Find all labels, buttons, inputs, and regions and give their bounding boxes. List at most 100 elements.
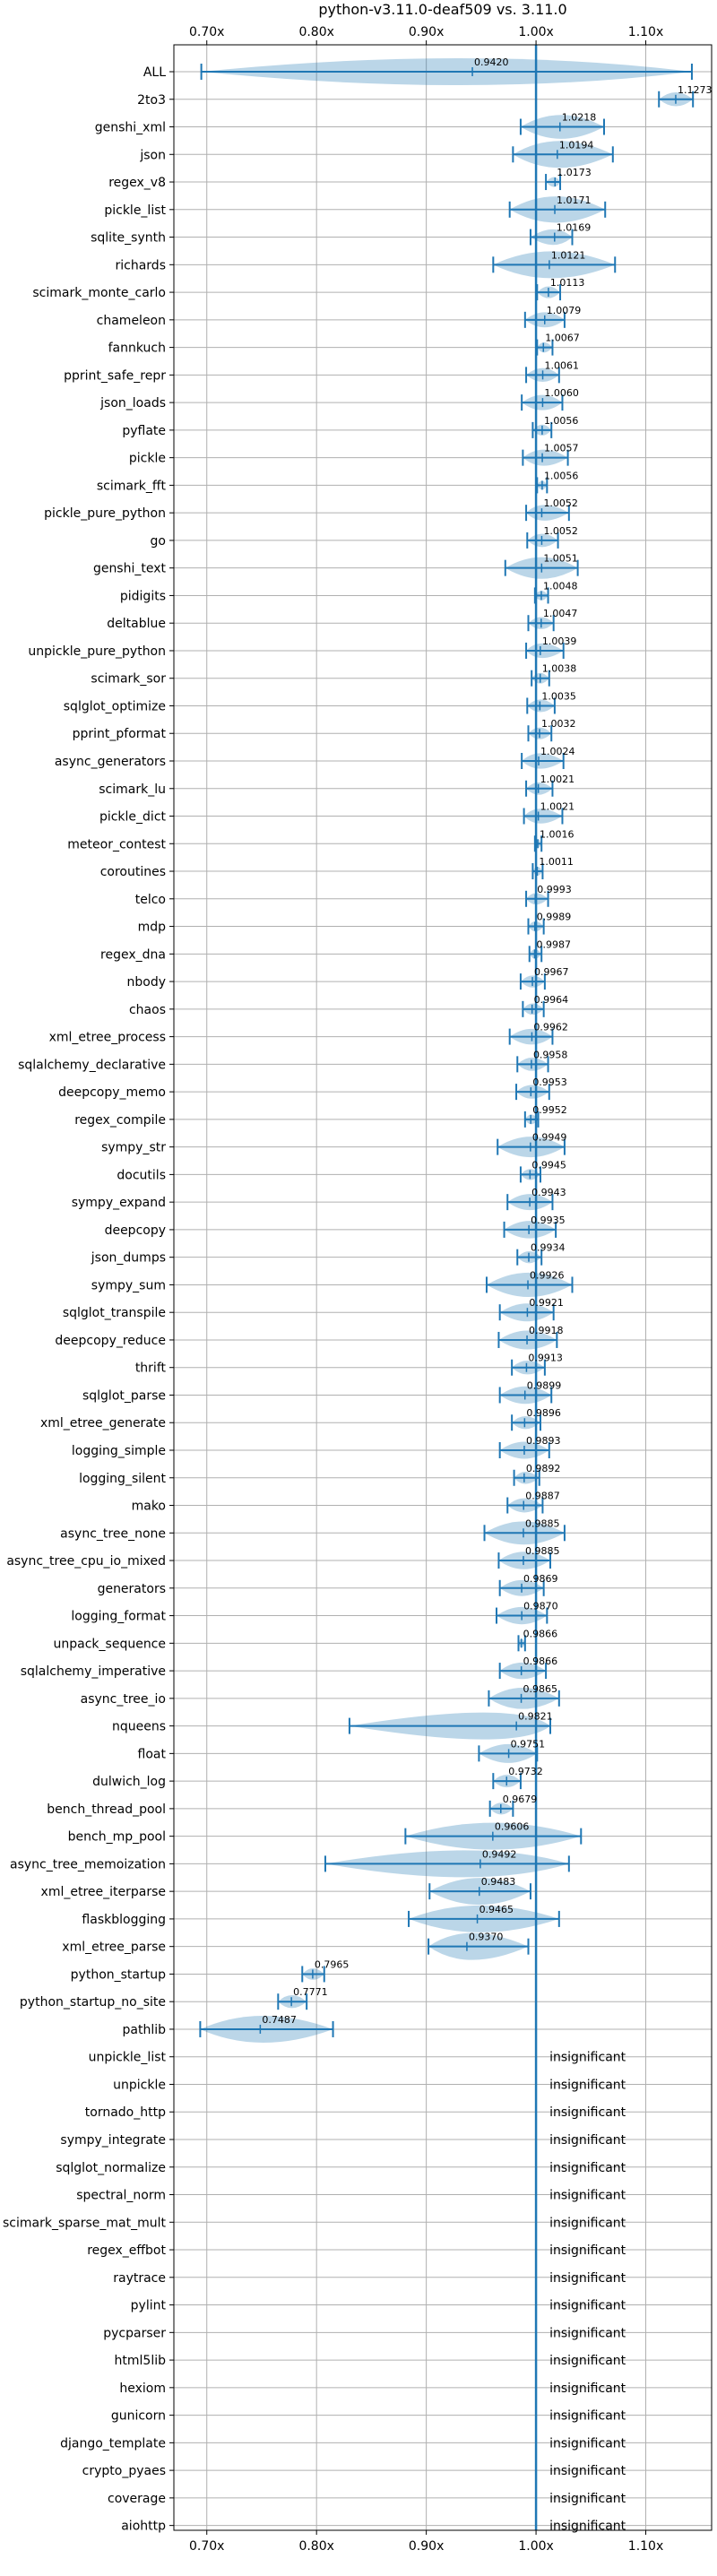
benchmark-label: scimark_lu	[99, 782, 166, 797]
insignificant-label: insignificant	[549, 2078, 626, 2092]
benchmark-label: unpickle	[113, 2078, 166, 2092]
mean-value-label: 0.9869	[523, 1573, 558, 1585]
insignificant-label: insignificant	[549, 2216, 626, 2230]
benchmark-label: pyflate	[122, 424, 166, 438]
benchmark-label: scimark_monte_carlo	[32, 286, 166, 300]
mean-value-label: 0.9370	[469, 1932, 504, 1943]
mean-value-label: 1.0194	[559, 139, 594, 151]
mean-value-label: 0.9899	[527, 1379, 562, 1391]
benchmark-label: html5lib	[115, 2354, 167, 2368]
mean-value-label: 1.0169	[557, 222, 592, 234]
mean-value-label: 1.0051	[543, 553, 578, 565]
benchmark-label: pprint_pformat	[73, 727, 167, 741]
mean-value-label: 0.9949	[532, 1132, 567, 1144]
mean-value-label: 0.9918	[529, 1325, 564, 1336]
insignificant-label: insignificant	[549, 2436, 626, 2451]
benchmark-label: xml_etree_iterparse	[41, 1885, 166, 1899]
benchmark-label: async_tree_none	[60, 1526, 166, 1541]
mean-value-label: 1.0032	[541, 718, 576, 730]
mean-value-label: 0.9892	[526, 1463, 561, 1474]
benchmark-label: pprint_safe_repr	[64, 368, 166, 383]
benchmark-label: pycparser	[103, 2326, 166, 2340]
benchmark-label: chaos	[129, 1003, 166, 1017]
benchmark-label: scimark_sparse_mat_mult	[3, 2216, 166, 2230]
mean-value-label: 0.9913	[528, 1353, 563, 1364]
insignificant-label: insignificant	[549, 2271, 626, 2286]
benchmark-label: deepcopy	[105, 1223, 166, 1238]
insignificant-label: insignificant	[549, 2520, 626, 2534]
mean-value-label: 0.9958	[533, 1049, 568, 1060]
benchmark-label: docutils	[117, 1168, 166, 1182]
benchmark-label: xml_etree_parse	[62, 1941, 166, 1955]
insignificant-label: insignificant	[549, 2161, 626, 2175]
benchmark-label: thrift	[135, 1361, 167, 1376]
mean-value-label: 1.0113	[550, 277, 585, 289]
benchmark-label: pathlib	[123, 2023, 167, 2037]
benchmark-label: mako	[132, 1500, 166, 1514]
mean-value-label: 0.9896	[526, 1407, 561, 1419]
mean-value-label: 1.0052	[543, 525, 578, 537]
mean-value-label: 0.7771	[293, 1986, 328, 1998]
mean-value-label: 0.9885	[525, 1545, 560, 1557]
benchmark-label: logging_silent	[79, 1472, 166, 1486]
benchmark-label: go	[151, 534, 166, 549]
benchmark-label: regex_dna	[100, 947, 166, 962]
mean-value-label: 1.0016	[540, 828, 574, 840]
mean-value-label: 1.0056	[544, 415, 579, 427]
insignificant-label: insignificant	[549, 2299, 626, 2313]
benchmark-label: sympy_integrate	[60, 2133, 166, 2148]
mean-value-label: 0.9989	[537, 912, 572, 923]
benchmark-label: dulwich_log	[92, 1775, 166, 1789]
benchmark-label: logging_format	[71, 1610, 166, 1624]
benchmark-label: ALL	[143, 65, 166, 80]
mean-value-label: 0.7965	[315, 1958, 350, 1970]
mean-value-label: 0.9483	[481, 1876, 516, 1888]
benchmark-label: json_dumps	[91, 1251, 166, 1266]
benchmark-label: float	[138, 1747, 167, 1761]
benchmark-label: async_tree_memoization	[10, 1857, 166, 1871]
benchmark-label: pickle_pure_python	[44, 506, 166, 521]
mean-value-label: 0.9465	[479, 1904, 514, 1915]
benchmark-label: deepcopy_memo	[58, 1085, 166, 1100]
mean-value-label: 1.0173	[557, 167, 592, 178]
insignificant-label: insignificant	[549, 2243, 626, 2258]
mean-value-label: 0.9732	[508, 1766, 543, 1777]
mean-value-label: 1.0024	[540, 746, 575, 757]
benchmark-label: hexiom	[119, 2382, 166, 2396]
benchmark-label: gunicorn	[111, 2409, 166, 2424]
mean-value-label: 1.1273	[678, 84, 713, 96]
benchmark-label: aiohttp	[121, 2520, 166, 2534]
x-tick-label-bottom: 1.10x	[628, 2539, 663, 2554]
insignificant-label: insignificant	[549, 2189, 626, 2203]
benchmark-label: scimark_fft	[97, 479, 167, 493]
mean-value-label: 0.9987	[536, 938, 571, 950]
benchmark-label: nbody	[127, 975, 167, 990]
benchmark-label: unpickle_pure_python	[28, 644, 166, 659]
x-tick-label-bottom: 0.70x	[189, 2539, 224, 2554]
benchmark-label: tornado_http	[85, 2105, 166, 2120]
mean-value-label: 0.9492	[482, 1848, 517, 1860]
mean-value-label: 1.0057	[544, 443, 579, 454]
benchmark-label: generators	[98, 1582, 166, 1596]
mean-value-label: 0.9870	[523, 1601, 558, 1612]
mean-value-label: 1.0067	[545, 333, 580, 344]
benchmark-label: genshi_xml	[95, 121, 166, 135]
benchmark-label: sympy_sum	[91, 1278, 166, 1292]
mean-value-label: 0.9420	[474, 56, 509, 68]
chart-title: python-v3.11.0-deaf509 vs. 3.11.0	[318, 1, 566, 18]
benchmark-label: deltablue	[107, 617, 166, 631]
benchmark-label: coroutines	[100, 865, 166, 879]
mean-value-label: 1.0011	[539, 856, 574, 868]
benchmark-label: bench_thread_pool	[47, 1802, 166, 1817]
mean-value-label: 1.0079	[547, 305, 582, 316]
benchmark-label: sqlglot_optimize	[64, 699, 166, 713]
benchmark-label: sqlglot_transpile	[63, 1306, 166, 1320]
benchmark-label: richards	[116, 258, 167, 272]
benchmark-label: chameleon	[97, 314, 166, 328]
mean-value-label: 0.9885	[525, 1517, 560, 1529]
benchmark-label: sqlite_synth	[91, 231, 166, 246]
mean-value-label: 0.7487	[262, 2014, 297, 2026]
mean-value-label: 0.9751	[511, 1738, 546, 1750]
mean-value-label: 0.9962	[533, 1022, 568, 1033]
